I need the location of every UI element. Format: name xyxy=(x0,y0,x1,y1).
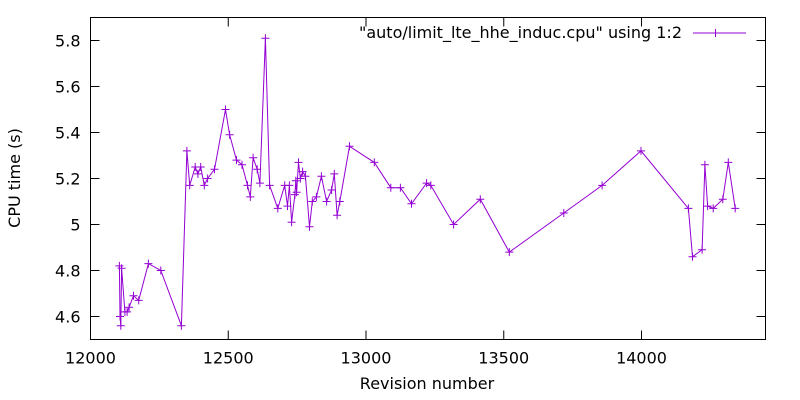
data-point-marker xyxy=(125,303,134,312)
x-tick-label: 12500 xyxy=(203,349,254,368)
data-point-marker xyxy=(294,158,303,167)
x-tick-label: 12000 xyxy=(65,349,116,368)
data-point-marker xyxy=(265,181,274,190)
x-axis-label: Revision number xyxy=(360,374,495,393)
series-line xyxy=(118,38,736,326)
y-tick-label: 5 xyxy=(70,216,80,235)
y-tick-label: 5.4 xyxy=(55,124,80,143)
data-point-marker xyxy=(292,188,301,197)
x-tick-label: 13000 xyxy=(341,349,392,368)
data-point-marker xyxy=(261,34,270,43)
y-tick-label: 5.6 xyxy=(55,78,80,97)
data-point-marker xyxy=(196,163,205,171)
data-point-marker xyxy=(116,312,124,321)
data-point-marker xyxy=(273,204,282,213)
data-point-marker xyxy=(301,172,310,181)
data-point-marker xyxy=(703,202,712,211)
x-tick-label: 13500 xyxy=(478,349,529,368)
y-axis-label: CPU time (s) xyxy=(5,128,24,228)
data-point-marker xyxy=(718,195,727,204)
data-point-marker xyxy=(232,156,241,165)
y-tick-label: 4.6 xyxy=(55,308,80,327)
data-point-marker xyxy=(123,307,132,316)
data-point-marker xyxy=(296,174,305,183)
series-layer xyxy=(115,34,740,330)
legend: "auto/limit_lte_hhe_induc.cpu" using 1:2 xyxy=(359,23,746,43)
data-point-marker xyxy=(253,165,262,174)
data-point-marker xyxy=(731,204,740,213)
data-point-marker xyxy=(322,197,331,206)
data-point-marker xyxy=(144,259,153,268)
data-point-marker xyxy=(182,146,191,155)
data-point-marker xyxy=(193,169,202,178)
data-point-marker xyxy=(317,172,326,181)
data-point-marker xyxy=(396,183,405,192)
data-point-marker xyxy=(287,218,296,227)
data-point-marker xyxy=(637,146,645,155)
data-point-marker xyxy=(134,296,143,305)
data-point-marker xyxy=(422,179,431,188)
data-point-marker xyxy=(426,181,435,190)
data-point-marker xyxy=(449,220,458,229)
data-point-marker xyxy=(285,181,294,190)
data-point-marker xyxy=(283,202,292,211)
data-point-marker xyxy=(407,199,416,208)
y-tick-label: 5.8 xyxy=(55,32,80,51)
data-point-marker xyxy=(330,169,339,178)
data-point-marker xyxy=(386,183,395,192)
axis-ticks: 12000 12500 13000 13500 14000 4.6 4.8 5 5.2 5.4 5.… xyxy=(55,17,766,368)
data-point-marker xyxy=(238,160,246,169)
data-point-marker xyxy=(476,195,485,204)
data-point-marker xyxy=(724,158,733,167)
data-point-marker xyxy=(243,181,252,190)
y-tick-label: 5.2 xyxy=(55,170,80,189)
data-point-marker xyxy=(559,209,568,217)
data-point-marker xyxy=(335,197,344,206)
x-tick-label: 14000 xyxy=(616,349,667,368)
legend-entry-label: "auto/limit_lte_hhe_induc.cpu" using 1:2 xyxy=(359,23,682,43)
data-point-marker xyxy=(203,174,212,183)
data-point-marker xyxy=(156,266,165,275)
data-point-marker xyxy=(345,142,354,151)
data-point-marker xyxy=(700,160,709,169)
data-point-marker xyxy=(200,181,209,190)
data-point-marker xyxy=(177,321,186,330)
data-point-marker xyxy=(225,130,234,139)
data-point-marker xyxy=(129,291,138,300)
data-point-marker xyxy=(221,105,230,114)
data-point-marker xyxy=(709,204,718,213)
data-point-marker xyxy=(684,204,693,213)
data-point-marker xyxy=(370,158,379,167)
data-point-marker xyxy=(333,211,342,220)
data-point-marker xyxy=(249,153,258,162)
data-point-marker xyxy=(312,192,321,201)
data-point-marker xyxy=(246,192,255,201)
data-point-marker xyxy=(298,167,307,176)
data-point-marker xyxy=(117,264,126,273)
y-tick-label: 4.8 xyxy=(55,262,80,281)
data-point-marker xyxy=(308,197,317,206)
legend-marker xyxy=(711,29,720,37)
data-point-marker xyxy=(210,165,219,174)
data-point-marker xyxy=(185,181,194,190)
data-point-marker xyxy=(505,248,514,257)
data-point-marker xyxy=(698,245,707,254)
data-point-marker xyxy=(327,186,336,194)
data-point-marker xyxy=(291,176,300,185)
data-point-marker xyxy=(598,181,607,190)
data-point-marker xyxy=(116,321,125,330)
data-point-marker xyxy=(305,222,314,231)
data-point-marker xyxy=(255,179,264,188)
data-point-marker xyxy=(688,252,697,261)
